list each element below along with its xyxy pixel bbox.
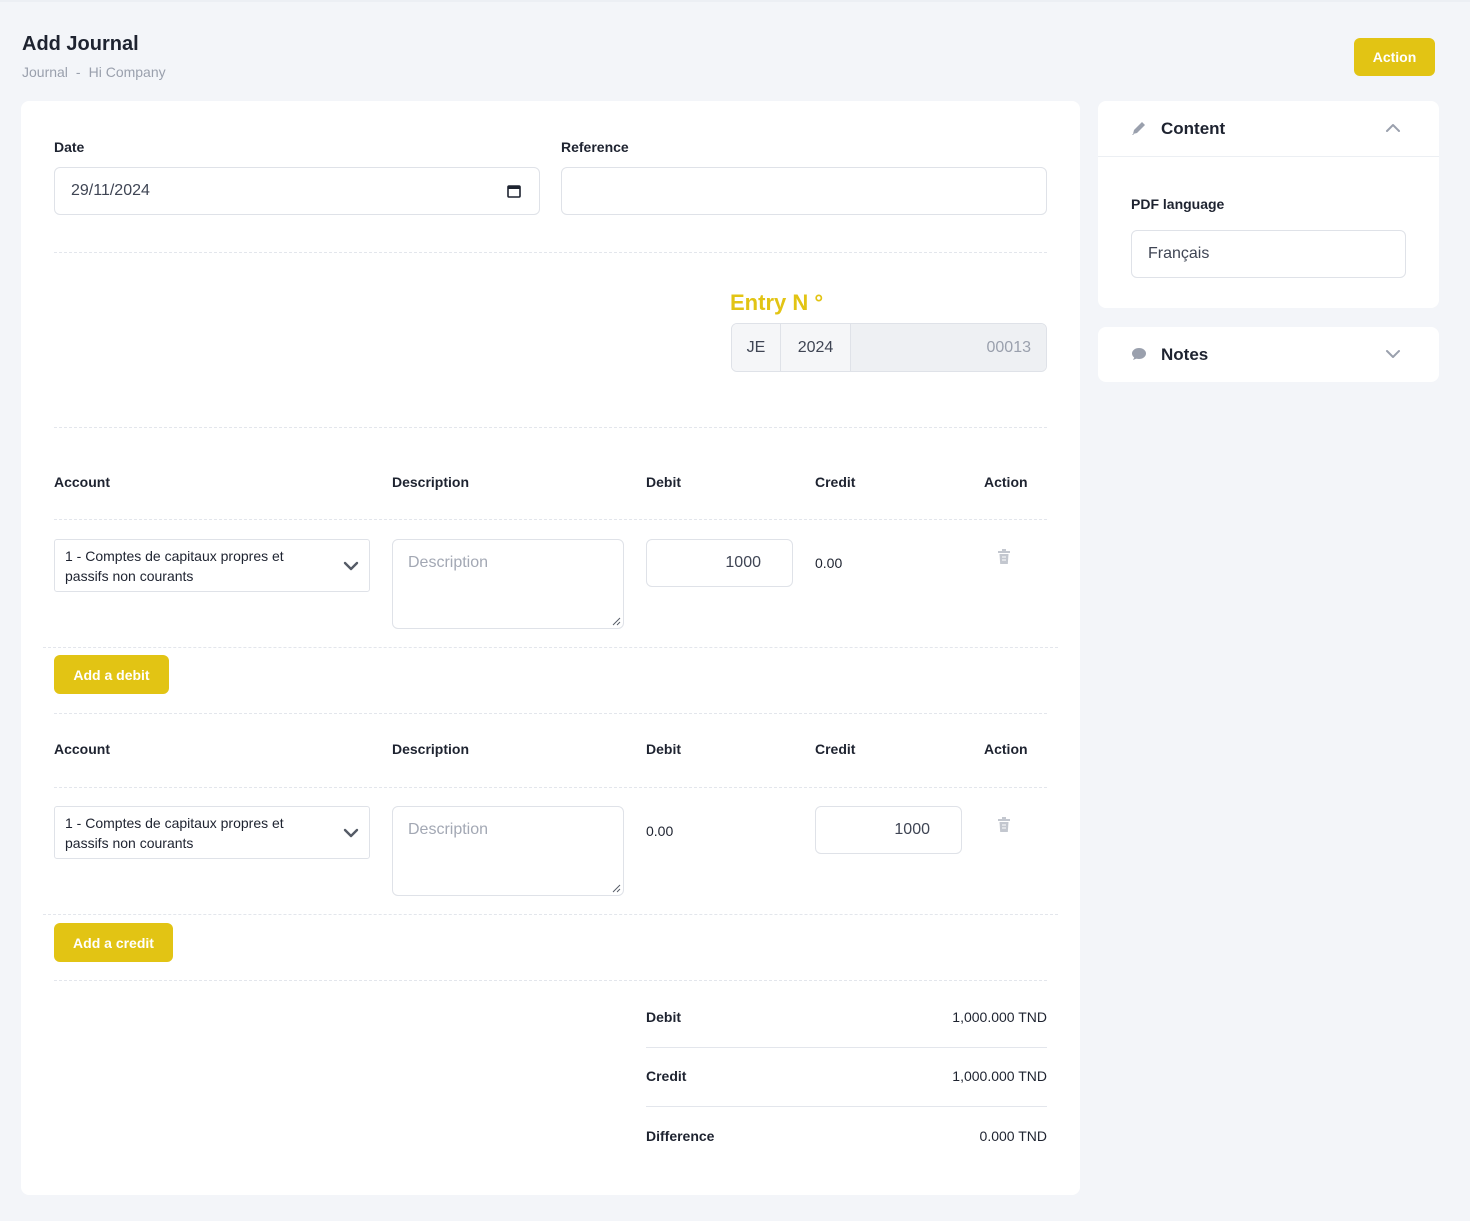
column-header-account: Account	[54, 741, 110, 757]
chevron-up-icon[interactable]	[1385, 121, 1401, 135]
summary-divider	[646, 1047, 1047, 1048]
column-header-description: Description	[392, 474, 470, 490]
resize-handle-icon[interactable]	[611, 883, 621, 893]
summary-credit-value: 1,000.000 TND	[952, 1068, 1047, 1084]
divider	[54, 713, 1047, 714]
credit-amount-input[interactable]: 1000	[815, 806, 962, 854]
date-value: 29/11/2024	[71, 182, 150, 199]
notes-panel: Notes	[1098, 327, 1439, 382]
divider	[54, 427, 1047, 428]
trash-icon[interactable]	[997, 817, 1011, 833]
column-header-credit: Credit	[815, 741, 856, 757]
date-input[interactable]: 29/11/2024	[54, 167, 540, 215]
chevron-down-icon	[343, 828, 359, 838]
pencil-icon	[1132, 122, 1145, 135]
add-debit-button[interactable]: Add a debit	[54, 655, 169, 694]
chat-bubble-icon	[1132, 348, 1146, 360]
trash-icon[interactable]	[997, 549, 1011, 565]
entry-number-group: JE 2024 00013	[731, 323, 1047, 372]
divider	[54, 787, 1047, 788]
credit-account-select[interactable]: 1 - Comptes de capitaux propres et passi…	[54, 806, 370, 859]
pdf-language-label: PDF language	[1131, 196, 1225, 212]
notes-panel-title: Notes	[1161, 345, 1209, 364]
divider	[43, 914, 1058, 915]
top-edge	[0, 0, 1470, 2]
credit-account-line2: passifs non courants	[65, 835, 194, 851]
divider	[43, 647, 1058, 648]
debit-description-textarea[interactable]: Description	[392, 539, 624, 629]
reference-input[interactable]	[561, 167, 1047, 215]
notes-panel-header[interactable]: Notes	[1098, 327, 1439, 382]
debit-description-placeholder: Description	[408, 554, 489, 571]
column-header-debit: Debit	[646, 741, 681, 757]
breadcrumb-company: Hi Company	[88, 64, 166, 80]
chevron-down-icon[interactable]	[1385, 347, 1401, 361]
page-title: Add Journal	[22, 33, 139, 55]
content-panel-divider	[1098, 156, 1439, 157]
debit-account-select[interactable]: 1 - Comptes de capitaux propres et passi…	[54, 539, 370, 592]
entry-prefix: JE	[732, 324, 781, 371]
entry-number-label: Entry N °	[730, 290, 824, 315]
pdf-language-select[interactable]: Français	[1131, 230, 1406, 278]
entry-number: 00013	[851, 324, 1046, 371]
debit-amount-input[interactable]: 1000	[646, 539, 793, 587]
summary-debit-label: Debit	[646, 1009, 681, 1025]
column-header-account: Account	[54, 474, 110, 490]
debit-account-line2: passifs non courants	[65, 568, 194, 584]
content-panel: Content PDF language Français	[1098, 101, 1439, 308]
divider	[54, 980, 1047, 981]
credit-description-placeholder: Description	[408, 821, 489, 838]
divider	[54, 252, 1047, 253]
reference-label: Reference	[561, 139, 629, 155]
credit-row-debit-value: 0.00	[646, 823, 674, 839]
action-button[interactable]: Action	[1354, 38, 1435, 76]
column-header-description: Description	[392, 741, 470, 757]
column-header-action: Action	[984, 741, 1028, 757]
breadcrumb-journal[interactable]: Journal	[22, 64, 68, 80]
journal-form-card: Date 29/11/2024 Reference Entry N ° JE 2…	[21, 101, 1080, 1195]
add-credit-button[interactable]: Add a credit	[54, 923, 173, 962]
pdf-language-value: Français	[1148, 245, 1210, 262]
content-panel-title: Content	[1161, 119, 1226, 138]
chevron-down-icon	[343, 561, 359, 571]
breadcrumb-separator: -	[75, 64, 81, 80]
calendar-icon[interactable]	[507, 184, 521, 198]
date-label: Date	[54, 139, 85, 155]
credit-account-line1: 1 - Comptes de capitaux propres et	[65, 815, 284, 831]
breadcrumb: Journal - Hi Company	[22, 64, 166, 80]
summary-debit-value: 1,000.000 TND	[952, 1009, 1047, 1025]
summary-divider	[646, 1106, 1047, 1107]
credit-description-textarea[interactable]: Description	[392, 806, 624, 896]
column-header-debit: Debit	[646, 474, 681, 490]
column-header-action: Action	[984, 474, 1028, 490]
summary-credit-label: Credit	[646, 1068, 687, 1084]
content-panel-header[interactable]: Content	[1098, 101, 1439, 156]
entry-year: 2024	[781, 324, 851, 371]
divider	[54, 519, 1047, 520]
summary-difference-label: Difference	[646, 1128, 715, 1144]
summary-difference-value: 0.000 TND	[979, 1128, 1047, 1144]
resize-handle-icon[interactable]	[611, 616, 621, 626]
debit-account-line1: 1 - Comptes de capitaux propres et	[65, 548, 284, 564]
column-header-credit: Credit	[815, 474, 856, 490]
debit-row-credit-value: 0.00	[815, 555, 843, 571]
